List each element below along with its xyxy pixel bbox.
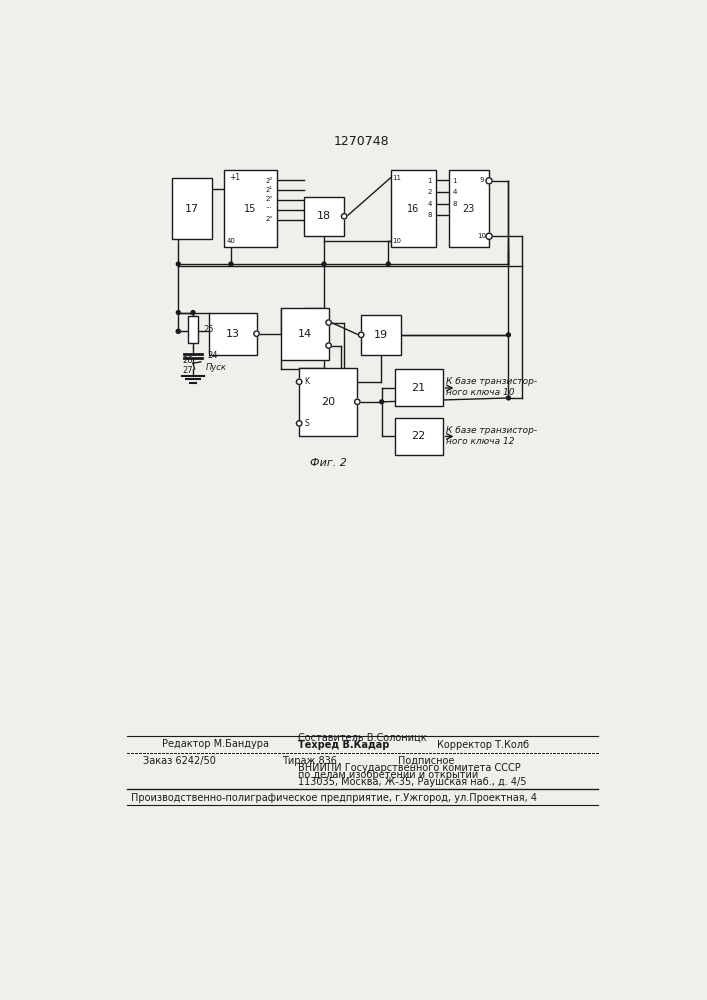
Text: 2¹: 2¹ <box>265 187 272 193</box>
Bar <box>281 308 329 360</box>
Circle shape <box>380 400 384 404</box>
Circle shape <box>486 178 492 184</box>
Circle shape <box>296 379 302 384</box>
Text: 17: 17 <box>185 204 199 214</box>
Text: 21: 21 <box>411 383 426 393</box>
Text: 15: 15 <box>244 204 257 214</box>
Text: 26: 26 <box>182 356 193 365</box>
Circle shape <box>506 396 510 400</box>
Circle shape <box>386 262 390 266</box>
Text: Подписное: Подписное <box>398 756 455 766</box>
Text: Фиг. 2: Фиг. 2 <box>310 458 347 468</box>
Text: K: K <box>305 377 310 386</box>
Text: 18: 18 <box>317 211 331 221</box>
Bar <box>299 368 357 436</box>
Circle shape <box>486 233 492 239</box>
Text: S: S <box>305 419 309 428</box>
Text: 2ⁿ: 2ⁿ <box>265 216 272 222</box>
Circle shape <box>296 421 302 426</box>
Circle shape <box>176 329 180 333</box>
Text: ВНИИПИ Государственного комитета СССР: ВНИИПИ Государственного комитета СССР <box>298 763 520 773</box>
Text: по делам изобретений и открытий: по делам изобретений и открытий <box>298 770 478 780</box>
Bar <box>395 418 443 455</box>
Circle shape <box>176 329 180 333</box>
Text: 20: 20 <box>321 397 335 407</box>
Text: 113035, Москва, Ж-35, Раушская наб., д. 4/5: 113035, Москва, Ж-35, Раушская наб., д. … <box>298 777 526 787</box>
Bar <box>391 170 436 247</box>
Text: 1270748: 1270748 <box>334 135 390 148</box>
Circle shape <box>326 343 332 348</box>
Text: 27: 27 <box>182 366 193 375</box>
Bar <box>395 369 443 406</box>
Circle shape <box>191 311 195 314</box>
Text: К базе транзистор-: К базе транзистор- <box>446 377 537 386</box>
Text: 23: 23 <box>462 204 475 214</box>
Circle shape <box>176 311 180 314</box>
Text: К базе транзистор-: К базе транзистор- <box>446 426 537 435</box>
Text: 8: 8 <box>452 201 457 207</box>
Text: 40: 40 <box>226 238 235 244</box>
Text: 10: 10 <box>392 238 402 244</box>
Circle shape <box>322 262 326 266</box>
Bar <box>449 170 489 247</box>
Text: 19: 19 <box>374 330 388 340</box>
Bar <box>187 316 199 343</box>
Text: Пуск: Пуск <box>206 363 226 372</box>
Text: Составитель В.Солоницк: Составитель В.Солоницк <box>298 733 426 743</box>
Text: Техред В.Кадар: Техред В.Кадар <box>298 740 389 750</box>
Bar <box>209 312 257 355</box>
Circle shape <box>341 214 347 219</box>
Text: 25: 25 <box>204 325 214 334</box>
Text: 22: 22 <box>411 431 426 441</box>
Text: 8: 8 <box>427 212 432 218</box>
Circle shape <box>358 332 364 338</box>
Text: 4: 4 <box>452 189 457 195</box>
Text: Корректор Т.Колб: Корректор Т.Колб <box>437 740 530 750</box>
Circle shape <box>176 262 180 266</box>
Text: Производственно-полиграфическое предприятие, г.Ужгород, ул.Проектная, 4: Производственно-полиграфическое предприя… <box>131 793 537 803</box>
Circle shape <box>355 399 360 405</box>
Text: 16: 16 <box>407 204 419 214</box>
Text: 14: 14 <box>298 329 312 339</box>
Text: Тираж 836: Тираж 836 <box>282 756 337 766</box>
Text: ного ключа 10: ного ключа 10 <box>446 388 515 397</box>
Bar <box>224 170 276 247</box>
Text: 2: 2 <box>427 189 431 195</box>
Circle shape <box>326 320 332 325</box>
Text: ного ключа 12: ного ключа 12 <box>446 437 515 446</box>
Text: 4: 4 <box>427 201 431 207</box>
Circle shape <box>506 333 510 337</box>
Bar <box>304 197 344 235</box>
Bar <box>172 178 212 239</box>
Text: 9: 9 <box>479 177 484 183</box>
Text: 24: 24 <box>207 351 218 360</box>
Text: 13: 13 <box>226 329 240 339</box>
Text: Редактор М.Бандура: Редактор М.Бандура <box>162 739 269 749</box>
Bar <box>361 315 402 355</box>
Text: 1: 1 <box>427 178 432 184</box>
Text: 1: 1 <box>452 178 457 184</box>
Text: 11: 11 <box>392 175 402 181</box>
Text: +1: +1 <box>229 173 240 182</box>
Text: 10: 10 <box>477 232 486 238</box>
Text: 2⁰: 2⁰ <box>265 178 272 184</box>
Text: 2ⁿ: 2ⁿ <box>265 196 272 202</box>
Text: Заказ 6242/50: Заказ 6242/50 <box>143 756 216 766</box>
Circle shape <box>229 262 233 266</box>
Text: ···: ··· <box>266 206 272 212</box>
Circle shape <box>254 331 259 336</box>
